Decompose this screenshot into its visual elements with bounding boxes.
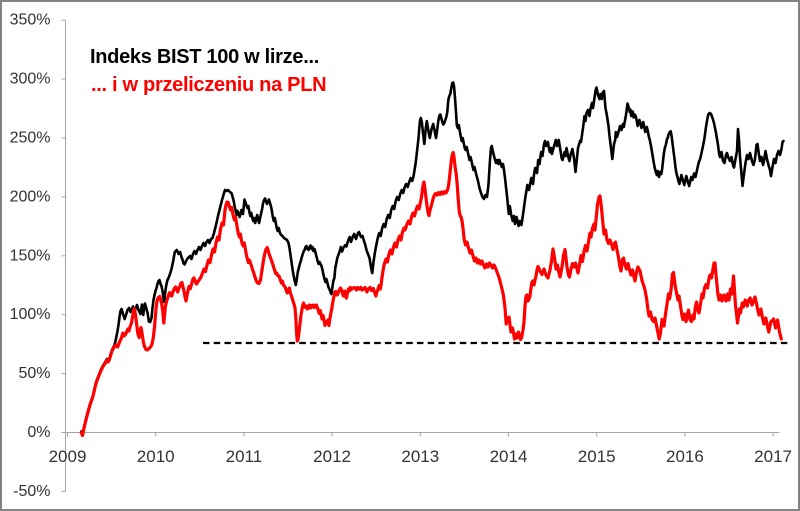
svg-text:0%: 0% <box>27 424 50 441</box>
svg-text:2014: 2014 <box>490 447 528 466</box>
svg-text:350%: 350% <box>10 12 51 29</box>
svg-text:100%: 100% <box>10 306 51 323</box>
svg-text:2015: 2015 <box>578 447 616 466</box>
svg-text:200%: 200% <box>10 188 51 205</box>
svg-text:50%: 50% <box>18 365 50 382</box>
svg-text:2012: 2012 <box>313 447 351 466</box>
svg-text:Indeks BIST 100 w lirze...: Indeks BIST 100 w lirze... <box>90 46 319 68</box>
svg-text:2017: 2017 <box>754 447 792 466</box>
svg-text:300%: 300% <box>10 71 51 88</box>
svg-text:-50%: -50% <box>13 483 50 500</box>
svg-text:2010: 2010 <box>137 447 175 466</box>
svg-text:2013: 2013 <box>401 447 439 466</box>
svg-text:2009: 2009 <box>49 447 87 466</box>
svg-text:2016: 2016 <box>666 447 704 466</box>
svg-text:150%: 150% <box>10 247 51 264</box>
svg-text:2011: 2011 <box>226 447 263 466</box>
svg-text:... i w przeliczeniu na PLN: ... i w przeliczeniu na PLN <box>91 74 326 96</box>
svg-text:250%: 250% <box>10 130 51 147</box>
